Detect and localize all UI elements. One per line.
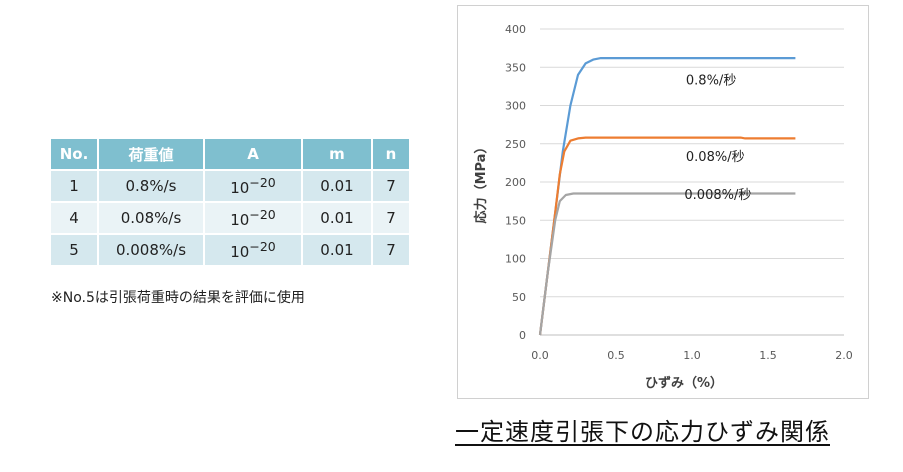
series-line — [538, 192, 796, 336]
table-row: 5 0.008%/s 10−20 0.01 7 — [51, 233, 409, 265]
series-label: 0.08%/秒 — [686, 150, 745, 165]
parameter-table: No. 荷重値 A m n 1 0.8%/s 10−20 0.01 7 4 0.… — [51, 139, 409, 265]
cell-load: 0.08%/s — [98, 201, 205, 234]
cell-a-base: 10 — [230, 243, 250, 261]
chart-caption: 一定速度引張下の応力ひずみ関係 — [455, 418, 830, 446]
y-tick-label: 150 — [505, 214, 526, 227]
series-label: 0.8%/秒 — [686, 73, 736, 88]
cell-no: 5 — [51, 233, 99, 265]
cell-a-exp: −20 — [249, 239, 276, 254]
y-axis-title: 応力（MPa） — [473, 141, 489, 224]
footnote: ※No.5は引張荷重時の結果を評価に使用 — [51, 290, 305, 306]
stress-strain-chart: 0 50 100 150 200 250 300 350 400 0.0 0.5 1.0 1.5 2.0 ひ… — [457, 5, 869, 399]
x-axis-title: ひずみ（%） — [645, 375, 723, 391]
series-line — [538, 57, 796, 336]
cell-m: 0.01 — [302, 201, 373, 234]
y-tick-label: 200 — [505, 176, 526, 189]
cell-n: 7 — [372, 169, 409, 202]
cell-a-exp: −20 — [249, 207, 276, 222]
series-label: 0.008%/秒 — [684, 188, 751, 203]
cell-a-base: 10 — [230, 211, 250, 229]
chart-svg: 0 50 100 150 200 250 300 350 400 0.0 0.5 1.0 1.5 2.0 ひ… — [473, 23, 853, 391]
header-m: m — [302, 139, 373, 170]
x-tick-label: 1.0 — [683, 349, 701, 362]
header-load: 荷重値 — [98, 139, 205, 170]
table-row: 4 0.08%/s 10−20 0.01 7 — [51, 201, 409, 234]
header-a: A — [204, 139, 303, 170]
cell-load: 0.008%/s — [98, 233, 205, 265]
cell-no: 1 — [51, 169, 99, 202]
cell-m: 0.01 — [302, 169, 373, 202]
cell-a-base: 10 — [230, 179, 250, 197]
header-no: No. — [51, 139, 99, 170]
header-n: n — [372, 139, 409, 170]
x-tick-label: 0.5 — [607, 349, 625, 362]
cell-a-exp: −20 — [249, 175, 276, 190]
x-tick-label: 0.0 — [531, 349, 549, 362]
y-tick-label: 350 — [505, 61, 526, 74]
cell-n: 7 — [372, 233, 409, 265]
x-tick-label: 2.0 — [835, 349, 853, 362]
y-tick-label: 250 — [505, 138, 526, 151]
cell-m: 0.01 — [302, 233, 373, 265]
y-tick-label: 400 — [505, 23, 526, 36]
x-tick-label: 1.5 — [759, 349, 777, 362]
cell-a: 10−20 — [204, 169, 303, 202]
series-line — [538, 136, 796, 336]
y-tick-label: 300 — [505, 100, 526, 113]
table-header-row: No. 荷重値 A m n — [51, 139, 409, 170]
table-row: 1 0.8%/s 10−20 0.01 7 — [51, 169, 409, 202]
cell-a: 10−20 — [204, 201, 303, 234]
cell-a: 10−20 — [204, 233, 303, 265]
cell-n: 7 — [372, 201, 409, 234]
cell-load: 0.8%/s — [98, 169, 205, 202]
y-tick-label: 100 — [505, 253, 526, 266]
cell-no: 4 — [51, 201, 99, 234]
y-tick-label: 0 — [519, 329, 526, 342]
y-tick-label: 50 — [512, 291, 526, 304]
